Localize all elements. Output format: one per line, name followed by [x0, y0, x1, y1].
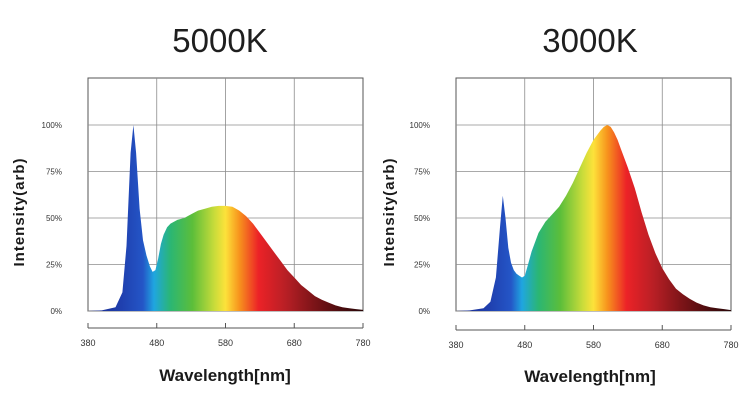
- chart-3000k: 3000K 0% 25% 50% 75% 100% 380 480 580 680 780 Wa…: [381, 22, 739, 386]
- y-tick-label: 50%: [46, 214, 62, 223]
- chart-title: 3000K: [542, 22, 637, 59]
- x-tick-label: 780: [355, 338, 370, 348]
- x-tick-label: 380: [80, 338, 95, 348]
- x-tick-labels: 380 480 580 680 780: [448, 325, 739, 350]
- x-axis-label: Wavelength[nm]: [524, 367, 656, 386]
- x-tick-label: 480: [149, 338, 164, 348]
- spectrum-area: [456, 125, 731, 311]
- y-tick-label: 75%: [46, 168, 62, 177]
- chart-5000k: 5000K 0% 25% 50% 75% 100% 380 480 580 680 780 Wa…: [11, 22, 371, 385]
- y-tick-label: 100%: [42, 121, 62, 130]
- spectrum-area: [88, 125, 363, 311]
- x-tick-label: 680: [287, 338, 302, 348]
- y-tick-label: 25%: [414, 261, 430, 270]
- y-axis-label: Intensity(arb): [381, 157, 398, 266]
- y-tick-label: 25%: [46, 261, 62, 270]
- y-tick-labels: 0% 25% 50% 75% 100%: [42, 121, 62, 316]
- y-tick-labels: 0% 25% 50% 75% 100%: [410, 121, 430, 316]
- y-tick-label: 0%: [418, 307, 430, 316]
- x-tick-label: 580: [218, 338, 233, 348]
- y-tick-label: 50%: [414, 214, 430, 223]
- x-tick-label: 580: [586, 340, 601, 350]
- x-tick-label: 480: [517, 340, 532, 350]
- y-tick-label: 75%: [414, 168, 430, 177]
- x-tick-label: 780: [723, 340, 738, 350]
- y-axis-label: Intensity(arb): [11, 157, 28, 266]
- x-tick-label: 680: [655, 340, 670, 350]
- y-tick-label: 100%: [410, 121, 430, 130]
- chart-title: 5000K: [172, 22, 267, 59]
- y-tick-label: 0%: [50, 307, 62, 316]
- x-tick-labels: 380 480 580 680 780: [80, 323, 371, 348]
- x-axis-label: Wavelength[nm]: [159, 366, 291, 385]
- x-tick-label: 380: [448, 340, 463, 350]
